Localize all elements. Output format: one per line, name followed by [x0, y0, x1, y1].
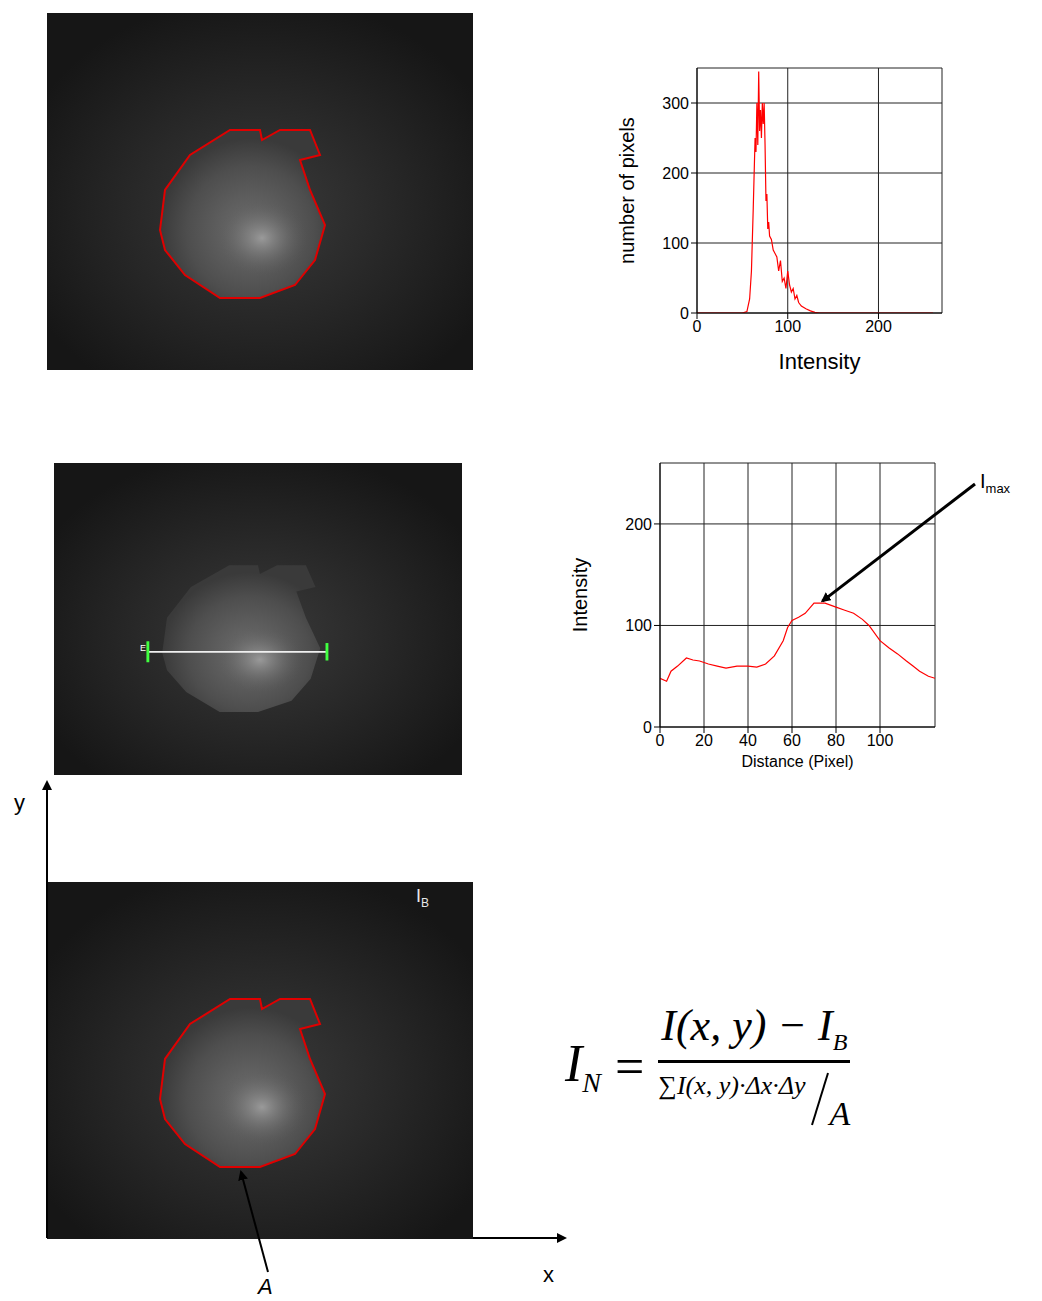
html-text:∑I(x, y)·Δx·Δy: ∑I(x, y)·Δx·Δy — [658, 1070, 806, 1100]
svg-text:100: 100 — [867, 732, 894, 749]
html-text:IB: IB — [416, 886, 429, 910]
svg-text:number of pixels: number of pixels — [616, 117, 638, 264]
svg-text:200: 200 — [865, 318, 892, 335]
svg-text:Distance (Pixel): Distance (Pixel) — [741, 753, 853, 770]
svg-text:200: 200 — [625, 516, 652, 533]
svg-text:20: 20 — [695, 732, 713, 749]
svg-text:300: 300 — [662, 95, 689, 112]
html-text:E: E — [140, 643, 146, 653]
svg-text:100: 100 — [662, 235, 689, 252]
svg-text:40: 40 — [739, 732, 757, 749]
html-text:A: A — [258, 1274, 273, 1299]
svg-text:60: 60 — [783, 732, 801, 749]
svg-text:0: 0 — [680, 305, 689, 322]
html-text:x: x — [543, 1262, 554, 1287]
html-text:y: y — [14, 790, 25, 815]
html-text:IN =: IN = — [565, 1034, 645, 1099]
svg-text:80: 80 — [827, 732, 845, 749]
html-text:Imax: Imax — [980, 470, 1011, 496]
svg-text:Intensity: Intensity — [779, 349, 861, 374]
svg-text:100: 100 — [625, 617, 652, 634]
html-text:A: A — [829, 1094, 851, 1132]
svg-text:100: 100 — [774, 318, 801, 335]
svg-text:0: 0 — [693, 318, 702, 335]
svg-text:200: 200 — [662, 165, 689, 182]
svg-text:Intensity: Intensity — [569, 558, 591, 632]
svg-text:0: 0 — [656, 732, 665, 749]
html-text:I(x, y) − IB: I(x, y) − IB — [661, 1001, 848, 1055]
svg-text:0: 0 — [643, 719, 652, 736]
